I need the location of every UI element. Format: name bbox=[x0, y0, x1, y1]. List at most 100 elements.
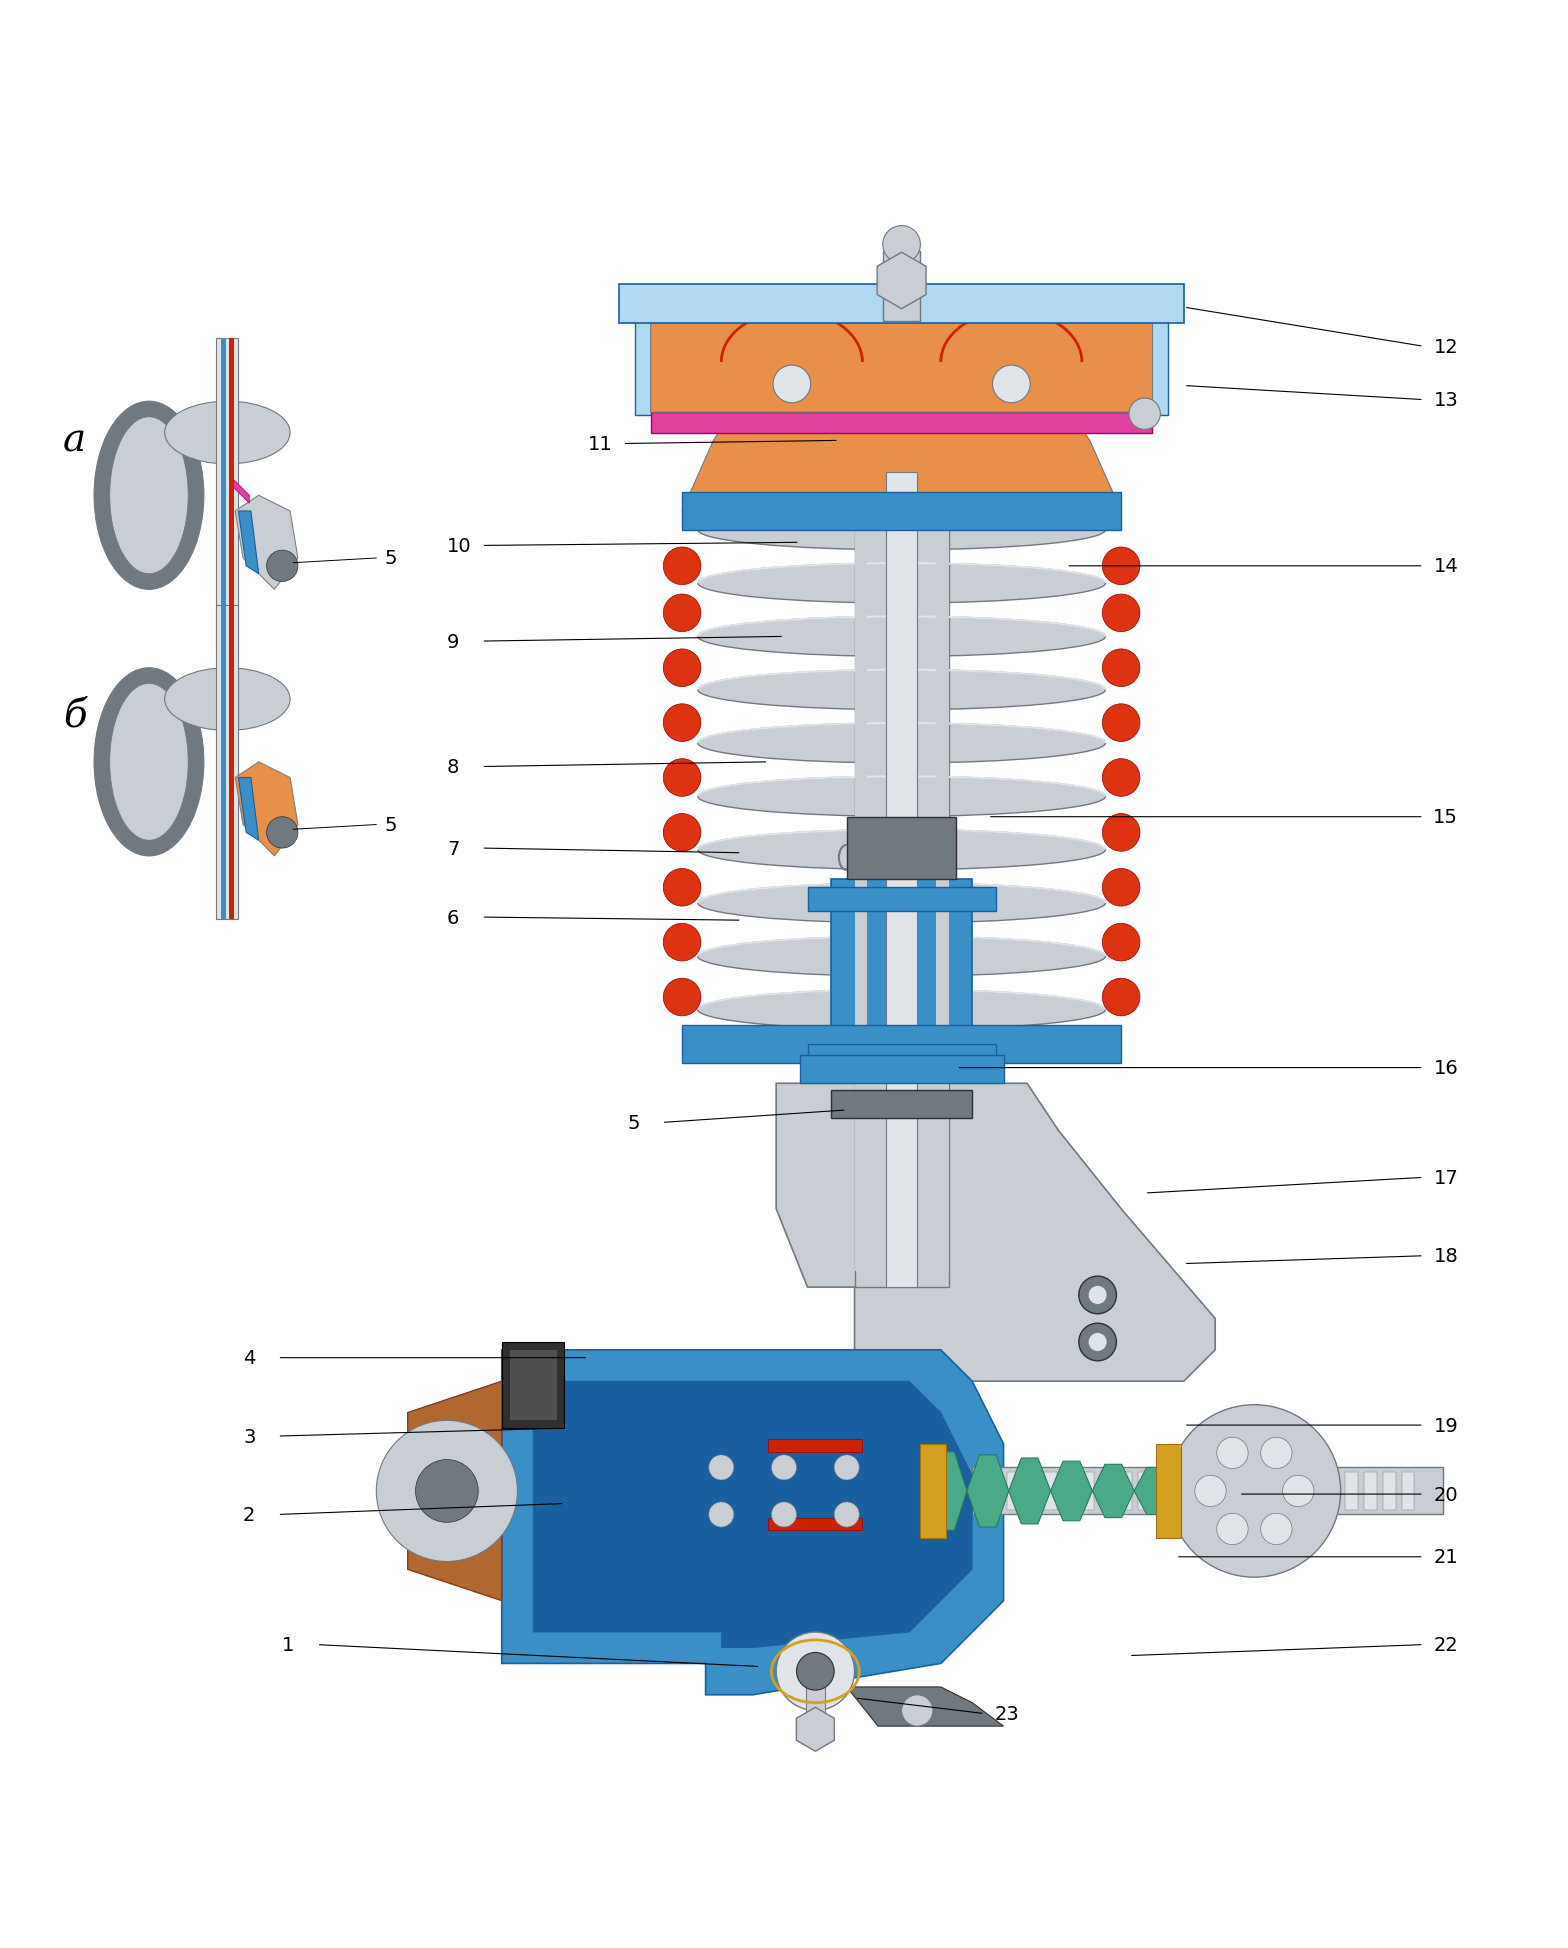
Circle shape bbox=[1102, 547, 1140, 584]
FancyBboxPatch shape bbox=[768, 1517, 862, 1531]
Text: 13: 13 bbox=[1433, 392, 1458, 409]
Circle shape bbox=[663, 814, 701, 851]
Polygon shape bbox=[408, 1381, 502, 1601]
Circle shape bbox=[663, 978, 701, 1017]
Text: 16: 16 bbox=[1433, 1058, 1458, 1077]
Circle shape bbox=[709, 1502, 734, 1527]
FancyBboxPatch shape bbox=[651, 413, 1152, 432]
Text: 5: 5 bbox=[384, 549, 397, 569]
Circle shape bbox=[883, 226, 920, 265]
FancyBboxPatch shape bbox=[1156, 1443, 1181, 1539]
FancyBboxPatch shape bbox=[808, 888, 996, 912]
FancyBboxPatch shape bbox=[1120, 1473, 1132, 1510]
Ellipse shape bbox=[698, 618, 1105, 656]
Circle shape bbox=[1129, 399, 1160, 431]
Circle shape bbox=[709, 1455, 734, 1480]
FancyBboxPatch shape bbox=[1327, 1473, 1339, 1510]
Text: 3: 3 bbox=[243, 1426, 256, 1445]
Ellipse shape bbox=[110, 684, 188, 842]
Circle shape bbox=[267, 551, 298, 582]
Text: 15: 15 bbox=[1433, 808, 1458, 826]
FancyBboxPatch shape bbox=[1214, 1473, 1226, 1510]
Circle shape bbox=[776, 1632, 855, 1710]
FancyBboxPatch shape bbox=[502, 1342, 564, 1428]
Text: 23: 23 bbox=[994, 1704, 1019, 1724]
Circle shape bbox=[663, 923, 701, 962]
Circle shape bbox=[1217, 1438, 1248, 1469]
Circle shape bbox=[1102, 649, 1140, 688]
Circle shape bbox=[663, 649, 701, 688]
Circle shape bbox=[1195, 1475, 1226, 1508]
Circle shape bbox=[1102, 923, 1140, 962]
Circle shape bbox=[1102, 869, 1140, 906]
Polygon shape bbox=[967, 1455, 1008, 1527]
FancyBboxPatch shape bbox=[1345, 1473, 1358, 1510]
FancyBboxPatch shape bbox=[883, 251, 920, 321]
FancyBboxPatch shape bbox=[1082, 1473, 1094, 1510]
Text: 19: 19 bbox=[1433, 1416, 1458, 1436]
FancyBboxPatch shape bbox=[1044, 1473, 1057, 1510]
Circle shape bbox=[663, 869, 701, 906]
Circle shape bbox=[376, 1420, 517, 1562]
Circle shape bbox=[771, 1502, 797, 1527]
Polygon shape bbox=[235, 497, 298, 590]
FancyBboxPatch shape bbox=[808, 1044, 996, 1068]
Text: 2: 2 bbox=[243, 1506, 256, 1523]
FancyBboxPatch shape bbox=[1007, 1473, 1019, 1510]
Text: 22: 22 bbox=[1433, 1634, 1458, 1654]
Polygon shape bbox=[235, 762, 298, 857]
Text: 5: 5 bbox=[627, 1114, 640, 1132]
Circle shape bbox=[1217, 1514, 1248, 1545]
FancyBboxPatch shape bbox=[510, 1350, 557, 1420]
Polygon shape bbox=[925, 1451, 967, 1531]
Circle shape bbox=[1283, 1475, 1314, 1508]
Polygon shape bbox=[502, 1350, 1004, 1695]
Polygon shape bbox=[682, 393, 1121, 512]
FancyBboxPatch shape bbox=[619, 284, 1184, 323]
FancyBboxPatch shape bbox=[682, 493, 1121, 530]
Text: 7: 7 bbox=[447, 840, 459, 859]
FancyBboxPatch shape bbox=[1195, 1473, 1207, 1510]
FancyBboxPatch shape bbox=[886, 473, 917, 1288]
Polygon shape bbox=[238, 512, 259, 575]
FancyBboxPatch shape bbox=[1176, 1473, 1189, 1510]
FancyBboxPatch shape bbox=[229, 606, 234, 919]
FancyBboxPatch shape bbox=[229, 339, 234, 653]
FancyBboxPatch shape bbox=[988, 1473, 1000, 1510]
Text: 8: 8 bbox=[447, 758, 459, 777]
Circle shape bbox=[663, 705, 701, 742]
Ellipse shape bbox=[698, 510, 1105, 551]
FancyBboxPatch shape bbox=[1270, 1473, 1283, 1510]
Circle shape bbox=[663, 760, 701, 797]
Polygon shape bbox=[1008, 1459, 1051, 1523]
Polygon shape bbox=[797, 1708, 834, 1751]
FancyBboxPatch shape bbox=[1308, 1473, 1320, 1510]
FancyBboxPatch shape bbox=[1025, 1473, 1038, 1510]
Polygon shape bbox=[847, 1687, 1004, 1726]
Text: 9: 9 bbox=[447, 633, 459, 651]
Ellipse shape bbox=[165, 401, 290, 466]
Polygon shape bbox=[651, 308, 1152, 413]
Text: 10: 10 bbox=[447, 536, 472, 555]
Circle shape bbox=[1102, 760, 1140, 797]
Text: 5: 5 bbox=[384, 816, 397, 834]
FancyBboxPatch shape bbox=[1157, 1473, 1170, 1510]
Circle shape bbox=[1102, 594, 1140, 633]
Ellipse shape bbox=[698, 884, 1105, 923]
Ellipse shape bbox=[698, 670, 1105, 711]
Ellipse shape bbox=[698, 723, 1105, 764]
Ellipse shape bbox=[698, 563, 1105, 604]
FancyBboxPatch shape bbox=[847, 818, 956, 880]
Circle shape bbox=[834, 1502, 859, 1527]
Circle shape bbox=[1088, 1286, 1107, 1305]
Circle shape bbox=[771, 1455, 797, 1480]
FancyBboxPatch shape bbox=[831, 880, 972, 1068]
Circle shape bbox=[1088, 1332, 1107, 1352]
Circle shape bbox=[1102, 814, 1140, 851]
Ellipse shape bbox=[698, 937, 1105, 976]
Text: 11: 11 bbox=[588, 434, 613, 454]
Text: 1: 1 bbox=[282, 1634, 295, 1654]
FancyBboxPatch shape bbox=[858, 520, 946, 1272]
Polygon shape bbox=[776, 1083, 1215, 1381]
FancyBboxPatch shape bbox=[768, 1440, 862, 1451]
